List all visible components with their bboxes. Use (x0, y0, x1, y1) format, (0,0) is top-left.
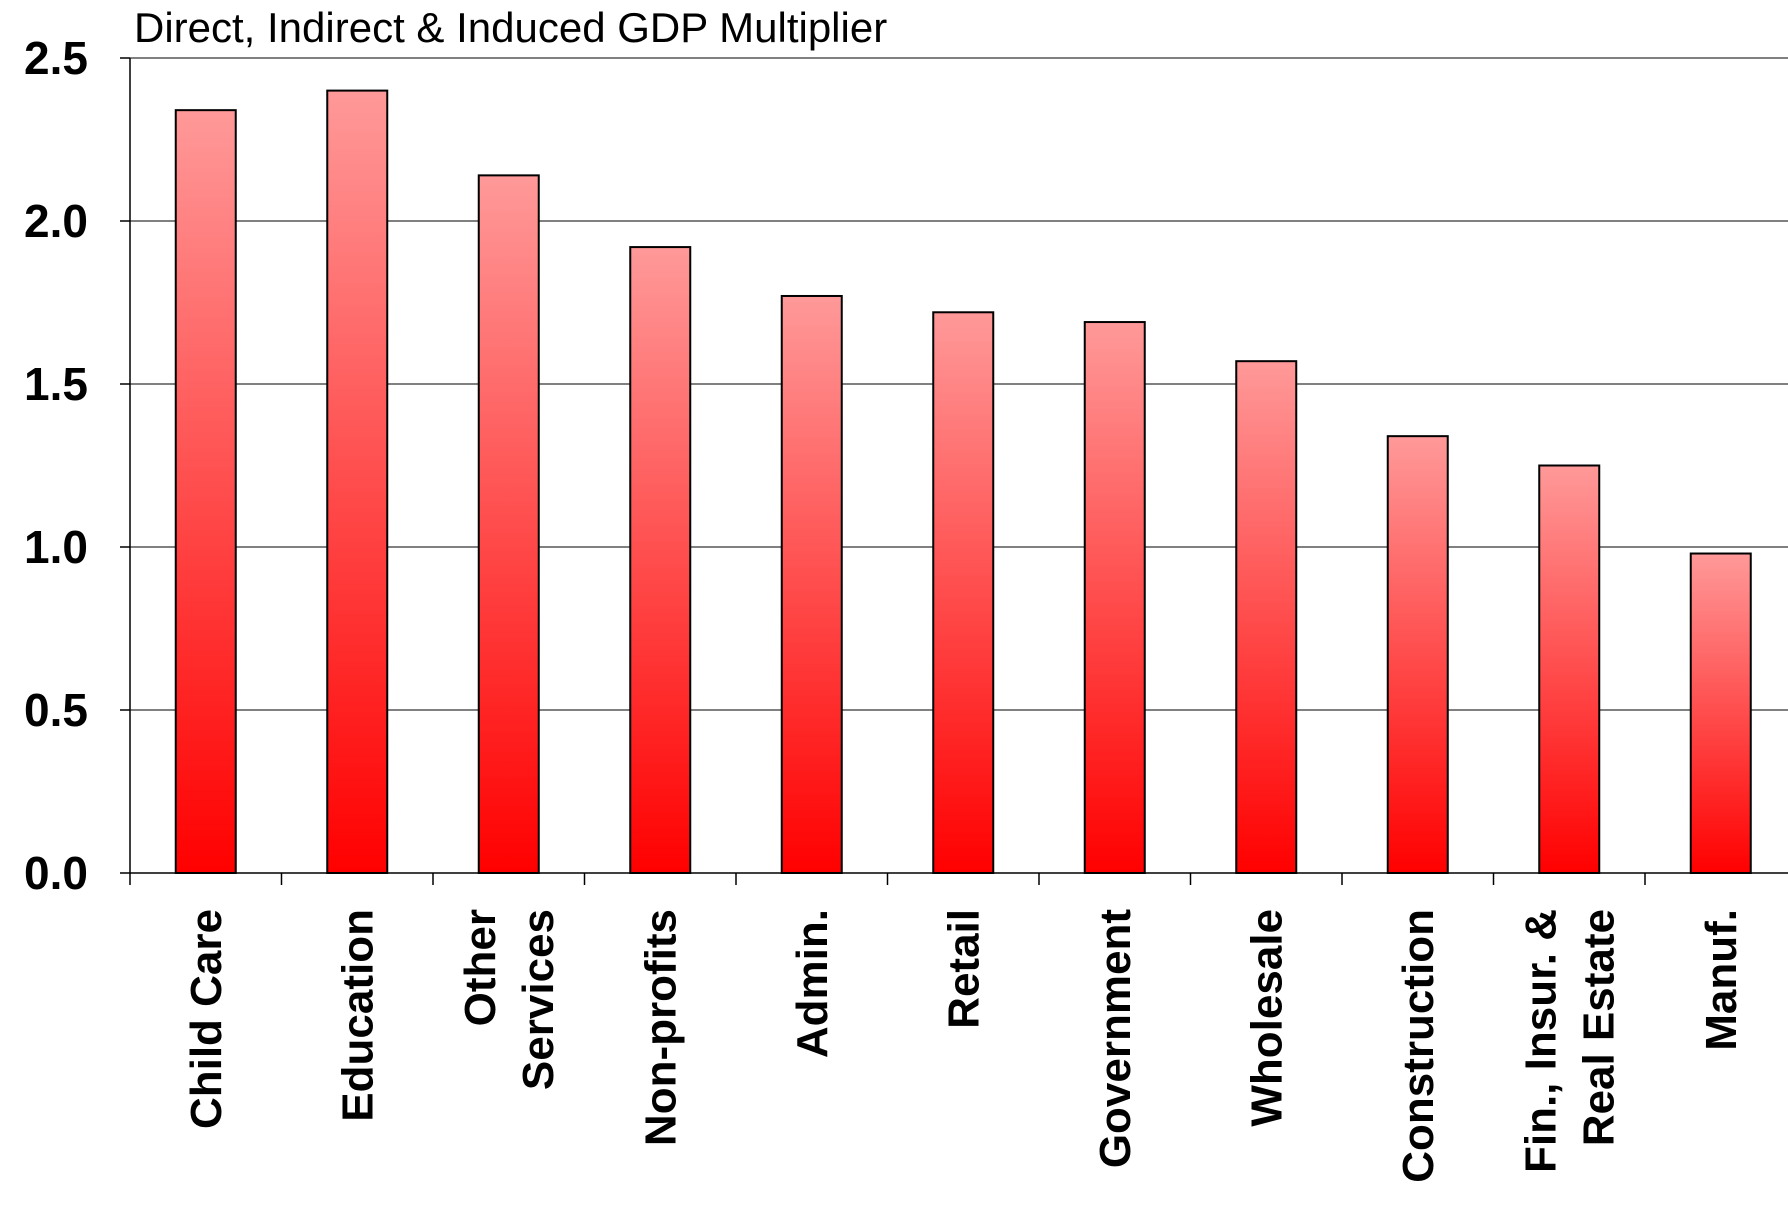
y-tick-label: 1.0 (24, 521, 88, 573)
bar-3 (629, 246, 692, 874)
x-tick-label: Real Estate (1574, 909, 1623, 1146)
bar-2 (477, 174, 540, 875)
x-axis-labels: Child Care Education Other Services Non-prof… (182, 909, 1746, 1183)
x-tick-label: Construction (1394, 909, 1443, 1183)
x-tick-label-group: Child Care (182, 909, 231, 1129)
x-tick-label: Child Care (182, 909, 231, 1129)
x-tick-label: Wholesale (1242, 909, 1291, 1127)
y-axis-ticks: 0.0 0.5 1.0 1.5 2.0 2.5 (24, 32, 130, 899)
x-tick-label-group: Wholesale (1242, 909, 1291, 1127)
x-tick-label-group: Retail (939, 909, 988, 1029)
x-tick-label: Services (514, 909, 563, 1090)
x-tick-label-group: Fin., Insur. & Real Estate (1516, 909, 1623, 1173)
bar-5 (932, 311, 995, 874)
x-tick-label: Fin., Insur. & (1516, 909, 1565, 1173)
bar-0 (174, 109, 237, 875)
x-tick-label: Other (456, 909, 505, 1026)
bar-9 (1538, 464, 1601, 874)
y-tick-label: 2.5 (24, 32, 88, 84)
axes (129, 58, 1788, 885)
x-tick-label-group: Education (333, 909, 382, 1122)
x-tick-label: Government (1091, 909, 1140, 1169)
x-tick-label: Retail (939, 909, 988, 1029)
y-tick-label: 2.0 (24, 195, 88, 247)
y-tick-label: 0.5 (24, 684, 88, 736)
x-tick-label-group: Admin. (788, 909, 837, 1058)
x-tick-label-group: Manuf. (1697, 909, 1746, 1051)
bar-1 (326, 89, 389, 875)
x-tick-label: Admin. (788, 909, 837, 1058)
x-tick-label-group: Other Services (456, 909, 563, 1090)
x-tick-label-group: Non-profits (636, 909, 685, 1146)
bar-8 (1386, 435, 1449, 874)
y-tick-label: 0.0 (24, 847, 88, 899)
bar-6 (1083, 321, 1146, 874)
x-tick-label: Manuf. (1697, 909, 1746, 1051)
bar-4 (780, 294, 843, 875)
x-tick-label-group: Government (1091, 909, 1140, 1169)
bars (174, 89, 1752, 875)
x-tick-label: Non-profits (636, 909, 685, 1146)
bar-10 (1689, 552, 1752, 875)
x-tick-label: Education (333, 909, 382, 1122)
y-tick-label: 1.5 (24, 358, 88, 410)
chart-title: Direct, Indirect & Induced GDP Multiplie… (134, 4, 887, 51)
x-tick-label-group: Construction (1394, 909, 1443, 1183)
bar-7 (1235, 360, 1298, 874)
